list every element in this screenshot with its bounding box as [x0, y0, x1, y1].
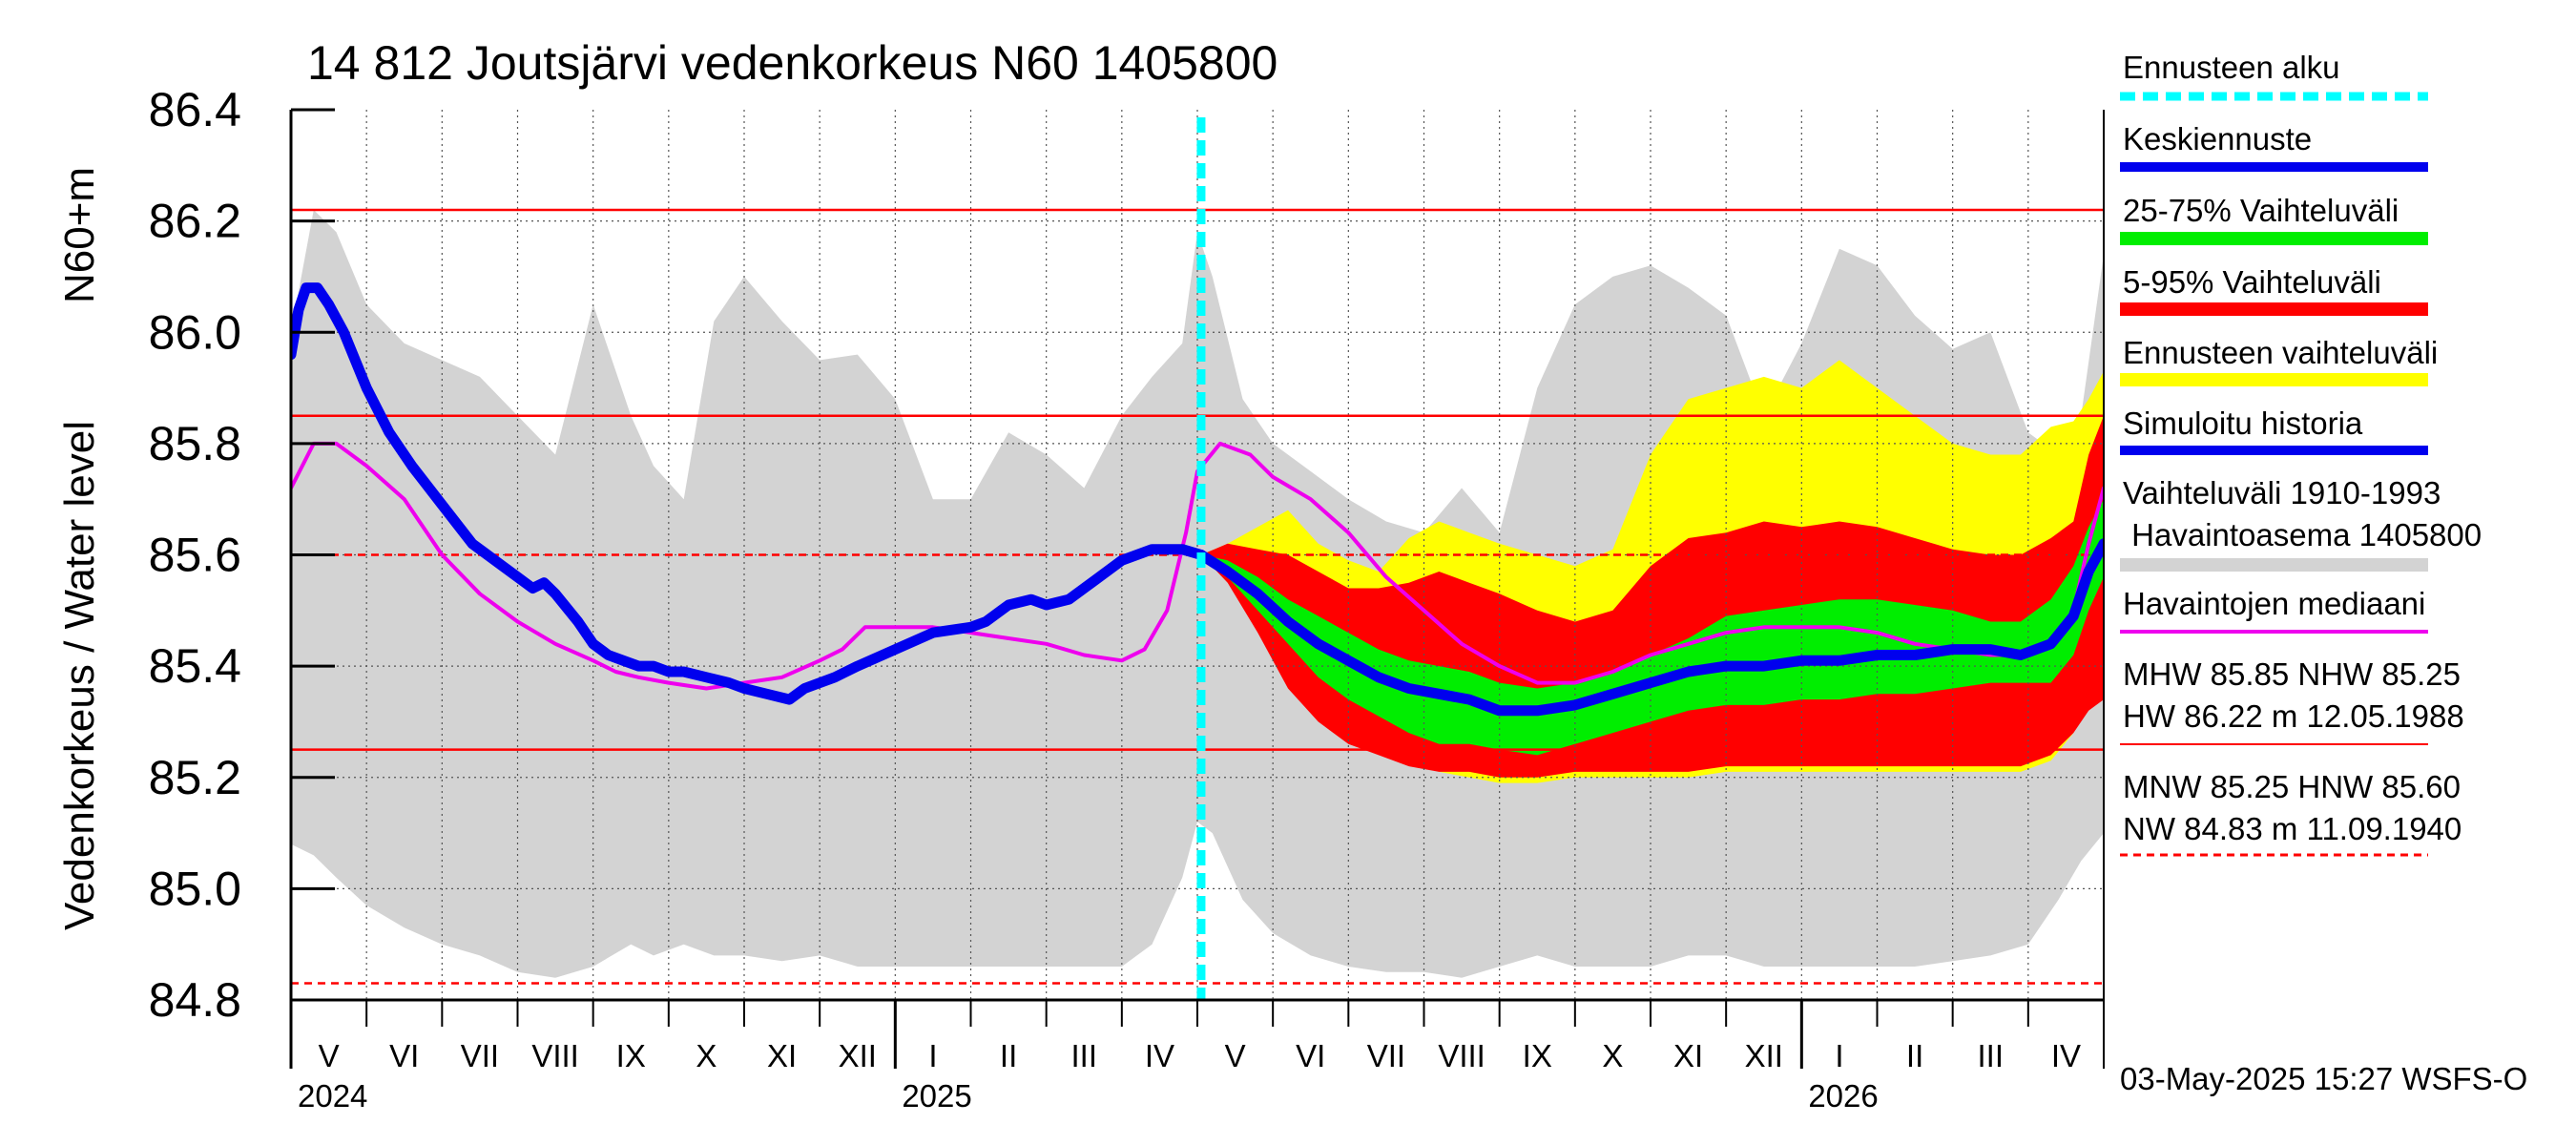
x-month-label: VI	[389, 1038, 419, 1073]
y-axis-label: Vedenkorkeus / Water level	[56, 421, 103, 930]
x-month-label: X	[1602, 1038, 1623, 1073]
series-lines-layer	[291, 282, 2104, 717]
x-month-label: I	[1835, 1038, 1843, 1073]
legend-label-observed-median: Havaintojen mediaani	[2123, 586, 2425, 621]
legend-label-forecast-start: Ennusteen alku	[2123, 50, 2340, 85]
x-month-label: III	[1070, 1038, 1097, 1073]
line-havaintojen-mediaani	[291, 441, 2104, 691]
x-month-label: III	[1977, 1038, 2004, 1073]
x-month-label: XII	[839, 1038, 877, 1073]
x-month-label: II	[1906, 1038, 1923, 1073]
y-axis-unit-label: N60+m	[56, 167, 103, 303]
x-month-label: XI	[767, 1038, 797, 1073]
y-tick-label: 86.4	[149, 83, 241, 136]
x-month-label: IV	[2051, 1038, 2081, 1073]
x-month-label: VI	[1296, 1038, 1325, 1073]
legend-nw: NW 84.83 m 11.09.1940	[2123, 811, 2462, 846]
legend-label-hist-range-2: Havaintoasema 1405800	[2123, 517, 2482, 552]
x-month-label: V	[1225, 1038, 1246, 1073]
legend-label-hist-range-1: Vaihteluväli 1910-1993	[2123, 475, 2441, 510]
x-month-label: VII	[1367, 1038, 1405, 1073]
y-tick-label: 85.4	[149, 639, 241, 693]
x-month-label: IX	[1523, 1038, 1552, 1073]
x-month-label: IV	[1145, 1038, 1174, 1073]
y-tick-label: 85.6	[149, 529, 241, 582]
y-tick-label: 85.8	[149, 417, 241, 470]
x-year-label: 2026	[1808, 1078, 1878, 1114]
legend-mnw-hnw: MNW 85.25 HNW 85.60	[2123, 769, 2461, 804]
y-tick-label: 85.0	[149, 862, 241, 915]
x-month-label: II	[1000, 1038, 1017, 1073]
x-month-label: VII	[461, 1038, 499, 1073]
x-month-label: VIII	[531, 1038, 579, 1073]
axes-layer: 84.885.085.285.485.685.886.086.286.4V VI V…	[149, 83, 2105, 1114]
legend-label-range-5-95: 5-95% Vaihteluväli	[2123, 264, 2381, 300]
legend-label-mean-forecast: Keskiennuste	[2123, 121, 2312, 156]
x-month-label: XI	[1673, 1038, 1703, 1073]
x-month-label: IX	[616, 1038, 646, 1073]
legend: Ennusteen alku Keskiennuste 25-75% Vaiht…	[2120, 50, 2482, 857]
x-month-label: I	[928, 1038, 937, 1073]
x-month-label: V	[319, 1038, 340, 1073]
y-tick-label: 85.2	[149, 751, 241, 804]
legend-label-simulated-history: Simuloitu historia	[2123, 406, 2363, 441]
y-tick-label: 84.8	[149, 973, 241, 1027]
y-tick-label: 86.2	[149, 195, 241, 248]
line-simuloitu-historia	[291, 282, 1207, 705]
legend-mhw-nhw: MHW 85.85 NHW 85.25	[2123, 656, 2461, 692]
legend-label-range-25-75: 25-75% Vaihteluväli	[2123, 193, 2399, 228]
legend-hw: HW 86.22 m 12.05.1988	[2123, 698, 2464, 734]
footer-timestamp: 03-May-2025 15:27 WSFS-O	[2120, 1061, 2527, 1096]
x-year-label: 2024	[298, 1078, 367, 1114]
x-year-label: 2025	[902, 1078, 971, 1114]
y-tick-label: 86.0	[149, 305, 241, 359]
x-month-label: XII	[1745, 1038, 1783, 1073]
x-month-label: VIII	[1438, 1038, 1485, 1073]
x-month-label: X	[696, 1038, 717, 1073]
chart-title: 14 812 Joutsjärvi vedenkorkeus N60 14058…	[307, 36, 1278, 90]
legend-label-forecast-range: Ennusteen vaihteluväli	[2123, 335, 2438, 370]
line-keskiennuste	[1195, 538, 2104, 717]
